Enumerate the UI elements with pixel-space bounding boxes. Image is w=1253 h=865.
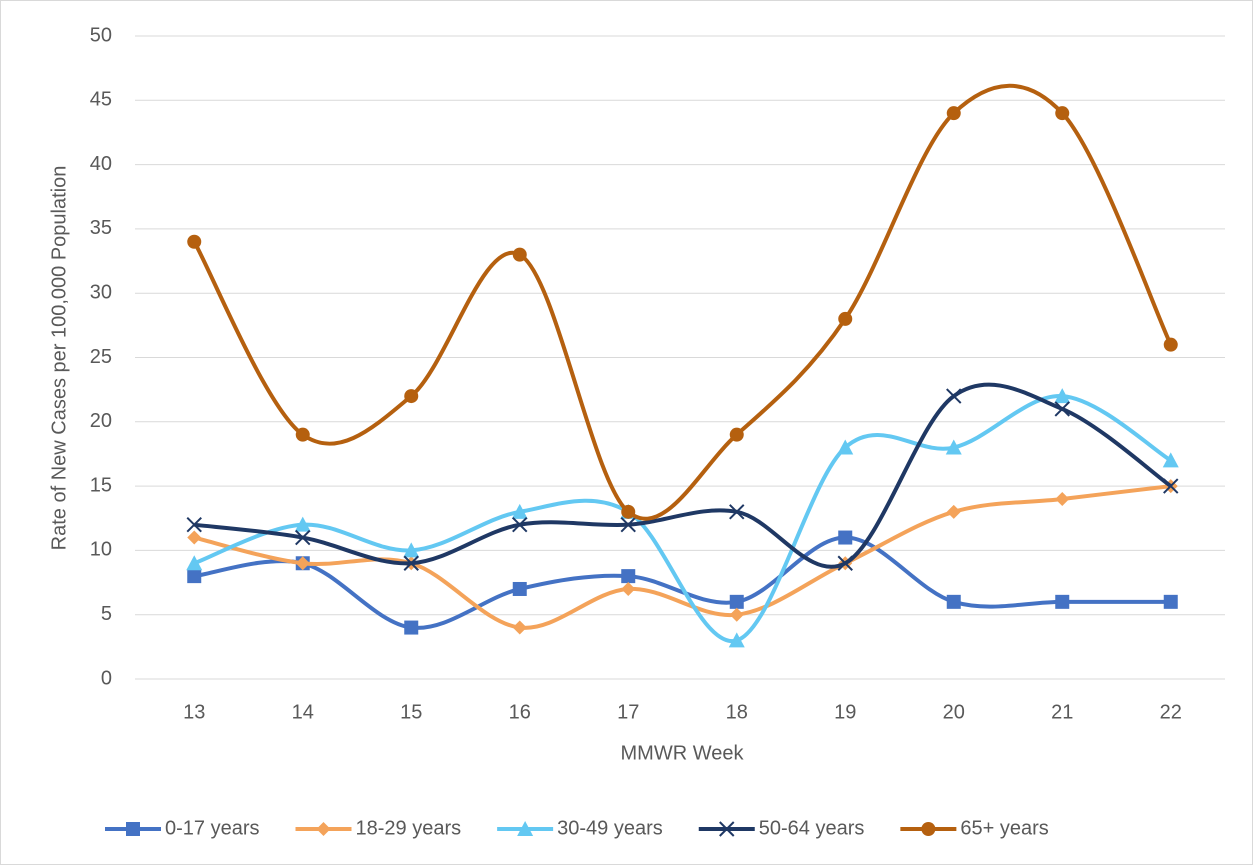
point <box>295 556 310 571</box>
point <box>187 530 202 545</box>
point <box>837 439 854 455</box>
point <box>620 516 636 533</box>
point <box>295 529 311 546</box>
legend-marker <box>126 822 140 836</box>
y-tick-label: 15 <box>90 474 112 496</box>
point <box>404 389 419 404</box>
y-tick-label: 50 <box>90 24 112 46</box>
x-tick-label: 18 <box>726 701 748 723</box>
point <box>1054 401 1070 417</box>
series <box>187 83 1178 521</box>
line <box>193 394 1172 643</box>
x-tick-label: 20 <box>943 701 965 723</box>
point <box>295 427 310 442</box>
point <box>729 607 744 622</box>
y-tick-label: 5 <box>101 603 112 625</box>
point <box>945 439 962 455</box>
x-tick-label: 19 <box>834 701 856 723</box>
y-tick-label: 20 <box>90 410 112 432</box>
point <box>946 594 961 609</box>
point <box>1163 594 1178 609</box>
point <box>729 594 744 609</box>
legend-item: 0-17 years <box>105 817 260 839</box>
point <box>511 503 528 519</box>
point <box>512 516 528 533</box>
x-tick-label: 21 <box>1051 701 1073 723</box>
point <box>1055 594 1070 609</box>
y-tick-label: 10 <box>90 539 112 561</box>
x-tick-label: 16 <box>509 701 531 723</box>
line <box>193 535 1171 630</box>
point <box>1054 388 1071 404</box>
point <box>621 504 636 519</box>
legend-marker <box>517 821 534 836</box>
point <box>946 504 961 519</box>
legend-item: 30-49 years <box>497 817 663 839</box>
legend-label: 50-64 years <box>759 817 865 839</box>
point <box>1055 491 1070 506</box>
y-tick-label: 30 <box>90 281 112 303</box>
point <box>621 569 636 584</box>
point <box>837 555 853 571</box>
x-tick-label: 15 <box>400 701 422 723</box>
line <box>193 484 1171 630</box>
line <box>192 83 1173 521</box>
point <box>946 388 962 404</box>
y-axis-label: Rate of New Cases per 100,000 Population <box>48 166 70 551</box>
point <box>1163 337 1178 352</box>
point <box>1162 452 1179 468</box>
x-axis-label: MMWR Week <box>621 742 745 764</box>
x-tick-label: 22 <box>1160 701 1182 723</box>
point <box>403 542 420 558</box>
point <box>404 620 419 635</box>
point <box>838 530 853 545</box>
y-tick-label: 45 <box>90 89 112 111</box>
point <box>403 555 419 571</box>
point <box>838 311 853 326</box>
point <box>294 516 311 532</box>
point <box>512 581 527 596</box>
series <box>186 382 1179 571</box>
legend-label: 18-29 years <box>356 817 462 839</box>
legend-item: 65+ years <box>900 817 1049 839</box>
legend-label: 30-49 years <box>557 817 663 839</box>
point <box>1163 478 1179 494</box>
x-tick-label: 17 <box>617 701 639 723</box>
legend-marker <box>719 821 735 837</box>
legend-item: 18-29 years <box>295 817 462 839</box>
legend-marker <box>921 822 936 836</box>
legend-item: 50-64 years <box>698 817 865 839</box>
x-tick-label: 14 <box>292 701 314 723</box>
point <box>621 581 636 596</box>
y-tick-label: 0 <box>101 667 112 689</box>
y-tick-label: 40 <box>90 153 112 175</box>
point <box>187 569 202 584</box>
point <box>512 247 527 262</box>
legend-label: 0-17 years <box>165 817 260 839</box>
legend-label: 65+ years <box>960 817 1048 839</box>
point <box>187 234 202 249</box>
point <box>729 427 744 442</box>
point <box>186 555 203 571</box>
point <box>186 516 202 533</box>
point <box>1055 106 1070 121</box>
point <box>728 632 745 648</box>
y-tick-label: 35 <box>90 217 112 239</box>
legend-marker <box>316 822 331 836</box>
y-tick-label: 25 <box>90 346 112 368</box>
point <box>729 504 745 520</box>
point <box>946 106 961 121</box>
x-tick-label: 13 <box>183 701 205 723</box>
line <box>194 382 1172 569</box>
point <box>512 620 527 635</box>
